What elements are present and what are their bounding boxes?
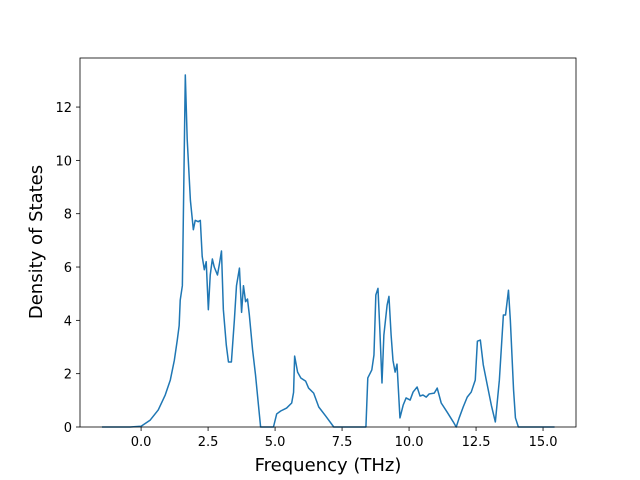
x-tick-label: 10.0 — [395, 435, 424, 450]
plot-frame — [79, 57, 577, 428]
y-axis-label: Density of States — [26, 165, 47, 319]
x-tick-label: 0.0 — [131, 435, 152, 450]
y-tick-label: 10 — [55, 154, 72, 169]
x-tick-label: 2.5 — [198, 435, 219, 450]
y-tick-label: 0 — [64, 421, 72, 436]
x-tick-label: 7.5 — [332, 435, 353, 450]
x-tick-label: 15.0 — [529, 435, 558, 450]
y-tick-label: 4 — [64, 314, 72, 329]
y-tick-label: 8 — [64, 208, 72, 223]
line — [101, 74, 555, 428]
y-tick-label: 12 — [55, 101, 72, 116]
y-tick-label: 2 — [64, 368, 72, 383]
x-tick-label: 5.0 — [265, 435, 286, 450]
x-tick-label: 12.5 — [462, 435, 491, 450]
y-tick-label: 6 — [64, 261, 72, 276]
x-axis-label: Frequency (THz) — [255, 455, 402, 476]
